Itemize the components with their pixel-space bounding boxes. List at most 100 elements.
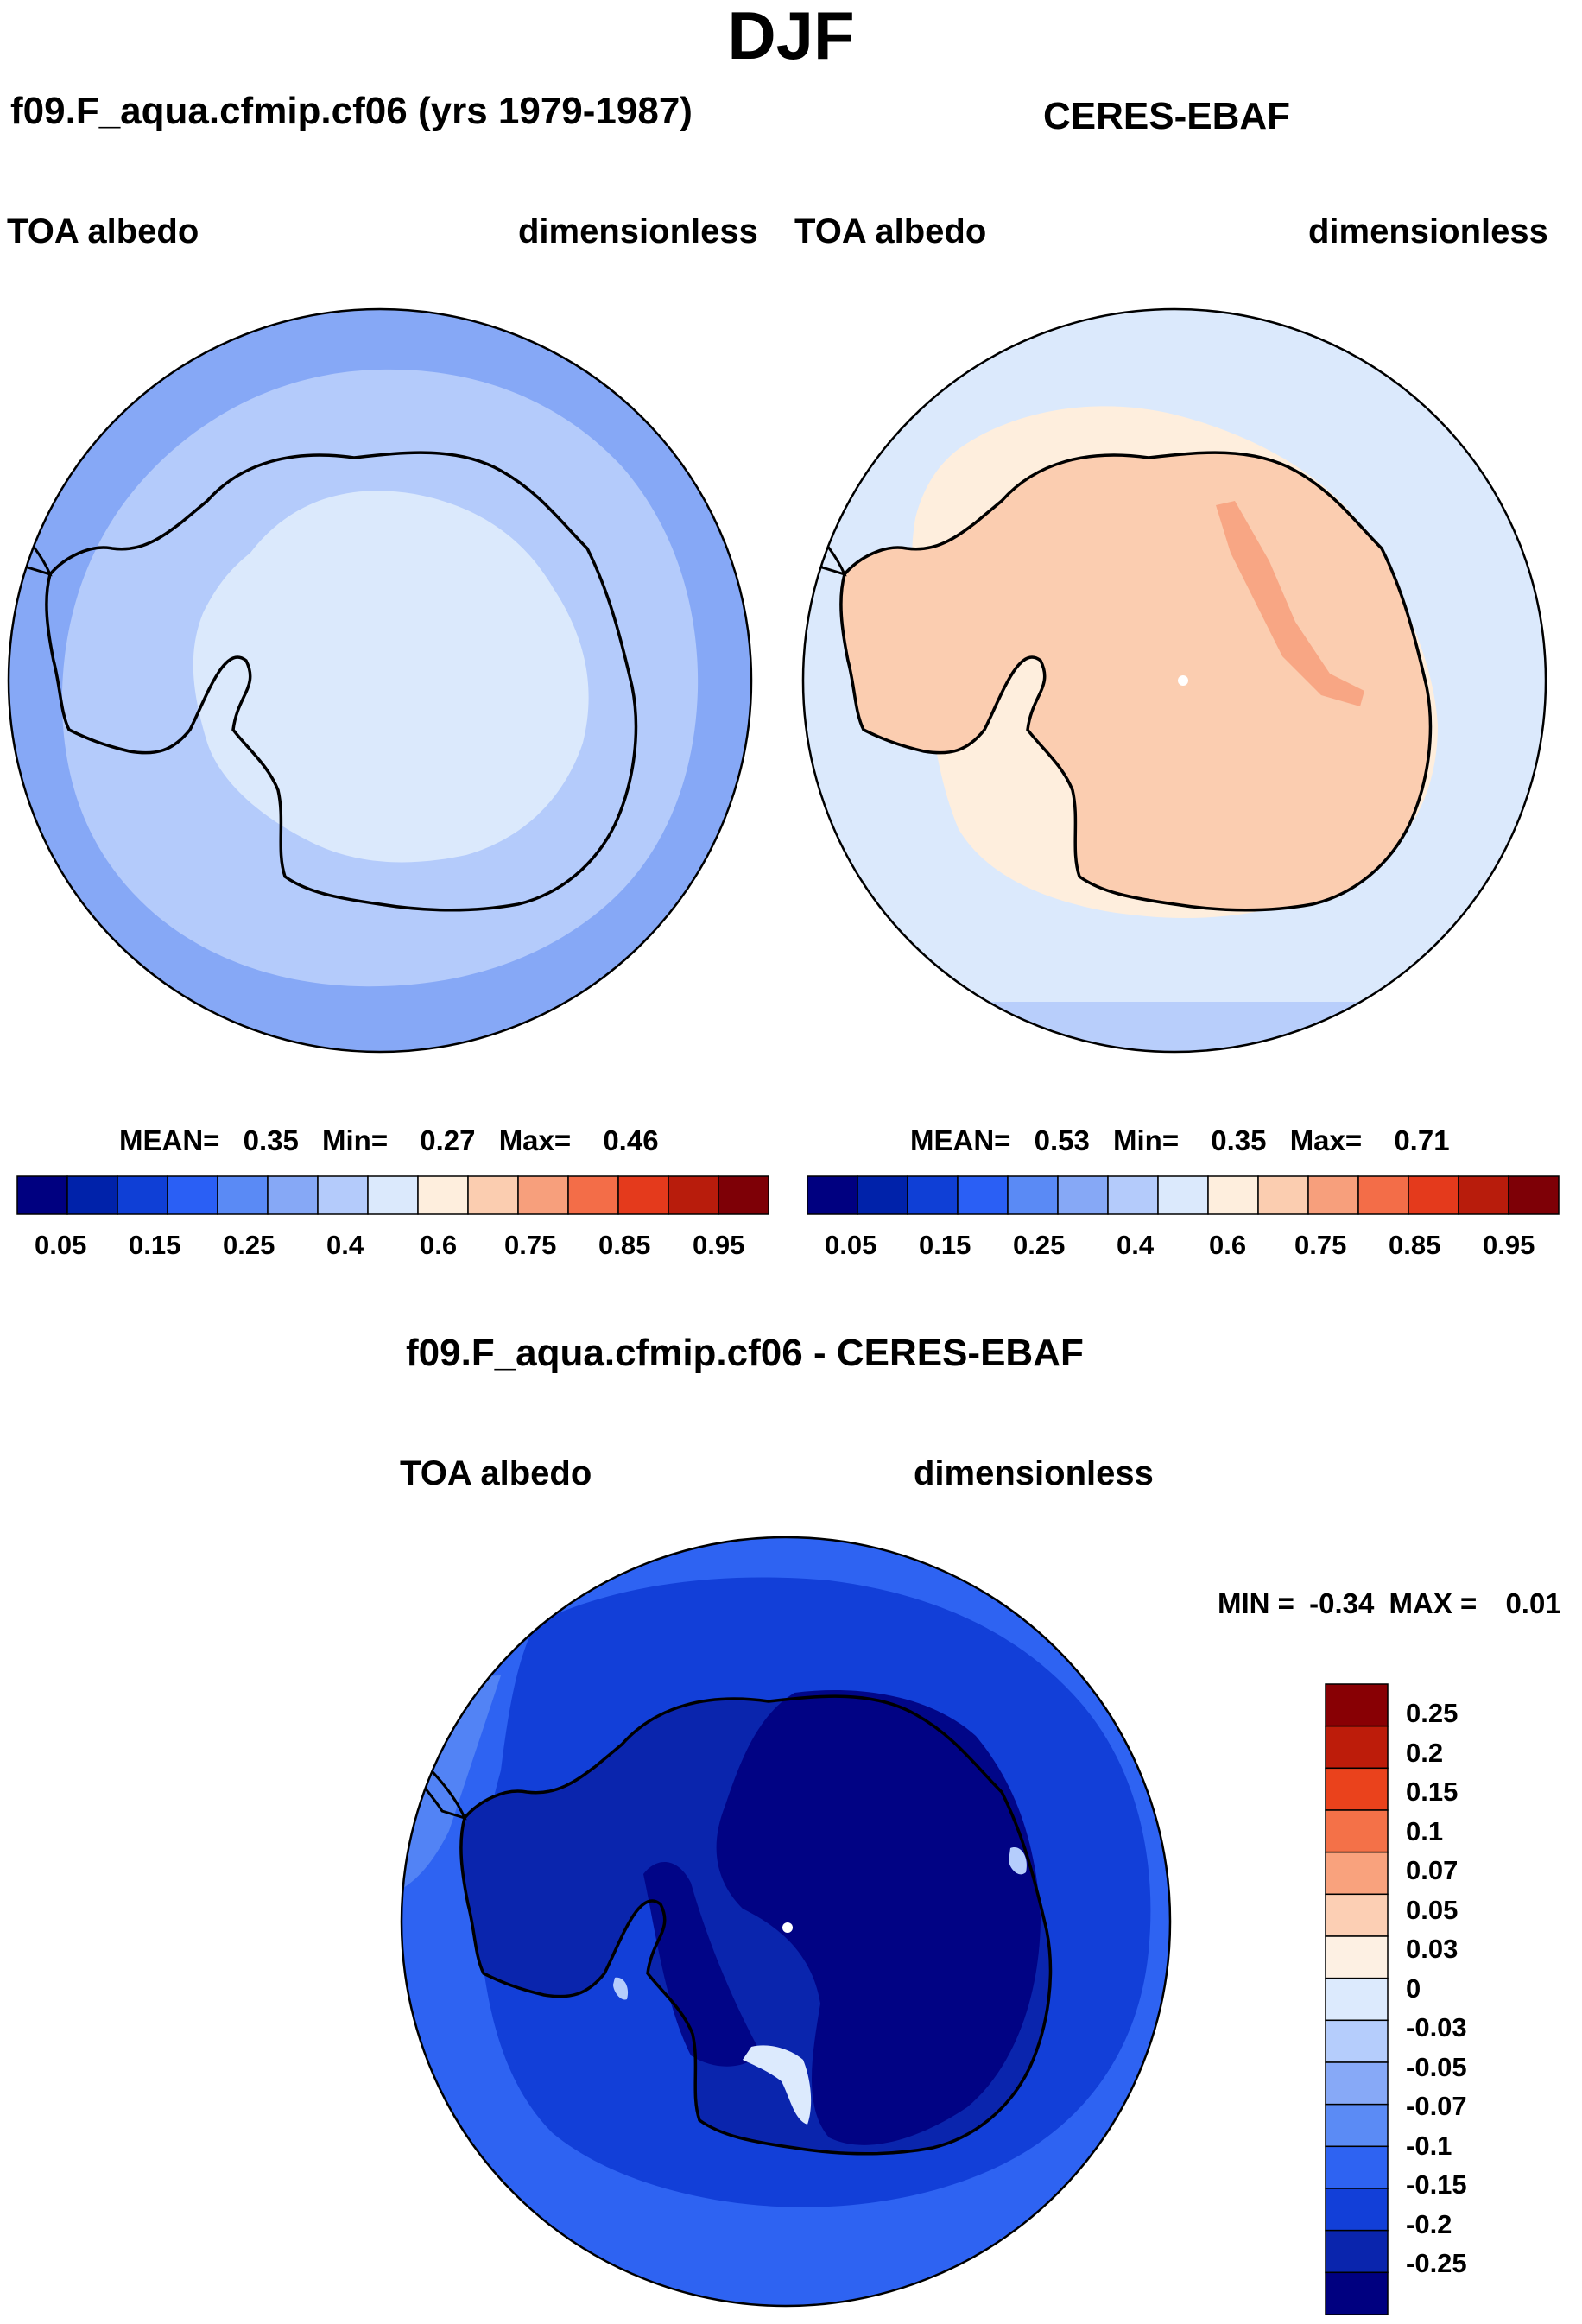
model-colorbar-swatch (66, 1175, 118, 1215)
diff-units-label: dimensionless (914, 1454, 1154, 1492)
diff-colorbar-tick: 0.15 (1406, 1776, 1459, 1807)
diff-colorbar-swatch (1325, 1683, 1389, 1727)
obs-min-value: 0.35 (1211, 1124, 1267, 1156)
obs-variable-label: TOA albedo (794, 212, 987, 250)
diff-colorbar-swatch (1325, 1725, 1389, 1770)
diff-colorbar-tick: 0.03 (1406, 1934, 1459, 1964)
obs-colorbar-swatch (1307, 1175, 1359, 1215)
model-colorbar-swatch (317, 1175, 369, 1215)
obs-colorbar-tick: 0.75 (1294, 1230, 1347, 1260)
diff-colorbar-tick: -0.05 (1406, 2051, 1467, 2082)
diff-contour-fill (716, 1690, 1041, 2145)
model-colorbar-swatch (167, 1175, 218, 1215)
diff-contour-fill (1009, 1847, 1027, 1875)
model-colorbar-swatch (267, 1175, 319, 1215)
model-colorbar-tick: 0.95 (693, 1230, 745, 1260)
obs-colorbar-swatch (807, 1175, 858, 1215)
diff-stats: MIN = -0.34 MAX = 0.01 (1218, 1587, 1561, 1620)
obs-max-value: 0.71 (1394, 1124, 1450, 1156)
diff-colorbar-swatch (1325, 2229, 1389, 2274)
model-min-label: Min= (322, 1124, 389, 1156)
diff-colorbar-swatch (1325, 2271, 1389, 2315)
diff-colorbar-swatch (1325, 2145, 1389, 2189)
diff-colorbar (1325, 1683, 1389, 2315)
obs-colorbar-swatch (1007, 1175, 1059, 1215)
diff-contour-fill (613, 1977, 629, 2000)
model-mean-label: MEAN= (119, 1124, 220, 1156)
obs-map-border (801, 307, 1547, 1054)
diff-colorbar-tick: 0.07 (1406, 1855, 1459, 1885)
model-colorbar-swatch (117, 1175, 168, 1215)
obs-colorbar-tick: 0.05 (825, 1230, 877, 1260)
diff-variable-label: TOA albedo (400, 1454, 592, 1492)
model-min-value: 0.27 (420, 1124, 476, 1156)
diff-colorbar-swatch (1325, 1851, 1389, 1896)
diff-max-label: MAX = (1389, 1587, 1478, 1619)
model-map-border (7, 307, 753, 1054)
model-colorbar-tick: 0.4 (326, 1230, 364, 1260)
diff-colorbar-tick: 0.2 (1406, 1737, 1444, 1768)
obs-colorbar-tick: 0.15 (919, 1230, 971, 1260)
model-colorbar-tick: 0.6 (420, 1230, 458, 1260)
diff-colorbar-tick: -0.07 (1406, 2091, 1467, 2121)
obs-colorbar-tick: 0.6 (1209, 1230, 1247, 1260)
obs-min-label: Min= (1113, 1124, 1180, 1156)
diff-colorbar-swatch (1325, 2019, 1389, 2063)
diff-pole-marker (782, 1922, 793, 1933)
diff-colorbar-tick: 0.05 (1406, 1894, 1459, 1925)
obs-colorbar (807, 1175, 1560, 1215)
diff-colorbar-tick: 0.1 (1406, 1815, 1444, 1846)
obs-colorbar-swatch (1508, 1175, 1560, 1215)
model-colorbar-swatch (718, 1175, 769, 1215)
model-units-label: dimensionless (518, 212, 758, 250)
obs-stats: MEAN= 0.53 Min= 0.35 Max= 0.71 (910, 1124, 1450, 1157)
obs-case-title: CERES-EBAF (1043, 95, 1291, 137)
figure-title: DJF (727, 0, 855, 73)
obs-colorbar-swatch (1157, 1175, 1209, 1215)
obs-colorbar-swatch (857, 1175, 908, 1215)
diff-colorbar-swatch (1325, 2188, 1389, 2232)
diff-colorbar-swatch (1325, 2061, 1389, 2106)
model-contour-fill (193, 491, 589, 863)
model-colorbar-tick: 0.85 (598, 1230, 651, 1260)
model-colorbar-swatch (417, 1175, 469, 1215)
obs-colorbar-swatch (1408, 1175, 1459, 1215)
model-colorbar-swatch (668, 1175, 719, 1215)
diff-map (402, 1537, 1170, 2306)
diff-colorbar-tick: -0.25 (1406, 2248, 1467, 2278)
model-colorbar-swatch (517, 1175, 569, 1215)
obs-colorbar-swatch (907, 1175, 959, 1215)
diff-contour-fill (643, 1862, 760, 2067)
model-colorbar-tick: 0.15 (129, 1230, 181, 1260)
model-colorbar-swatch (567, 1175, 619, 1215)
model-colorbar (16, 1175, 769, 1215)
obs-colorbar-tick: 0.85 (1389, 1230, 1441, 1260)
obs-colorbar-tick: 0.95 (1483, 1230, 1535, 1260)
model-max-value: 0.46 (603, 1124, 659, 1156)
model-max-label: Max= (498, 1124, 572, 1156)
model-map (9, 309, 751, 1052)
diff-colorbar-swatch (1325, 2103, 1389, 2148)
diff-map-border (400, 1536, 1172, 2308)
model-variable-label: TOA albedo (7, 212, 199, 250)
diff-colorbar-swatch (1325, 1935, 1389, 1979)
diff-colorbar-swatch (1325, 1809, 1389, 1853)
diff-colorbar-swatch (1325, 1977, 1389, 2022)
obs-colorbar-swatch (1057, 1175, 1109, 1215)
diff-min-label: MIN = (1218, 1587, 1294, 1619)
model-colorbar-swatch (467, 1175, 519, 1215)
obs-max-label: Max= (1289, 1124, 1363, 1156)
diff-colorbar-swatch (1325, 1893, 1389, 1937)
diff-colorbar-swatch (1325, 1767, 1389, 1811)
diff-colorbar-tick: -0.2 (1406, 2208, 1452, 2239)
model-colorbar-swatch (16, 1175, 68, 1215)
diff-min-value: -0.34 (1309, 1587, 1375, 1619)
obs-colorbar-swatch (1207, 1175, 1259, 1215)
obs-colorbar-swatch (957, 1175, 1009, 1215)
model-colorbar-tick: 0.75 (504, 1230, 557, 1260)
model-mean-value: 0.35 (243, 1124, 299, 1156)
obs-colorbar-tick: 0.25 (1013, 1230, 1066, 1260)
diff-colorbar-tick: 0 (1406, 1973, 1421, 2004)
obs-units-label: dimensionless (1308, 212, 1548, 250)
obs-colorbar-swatch (1458, 1175, 1509, 1215)
